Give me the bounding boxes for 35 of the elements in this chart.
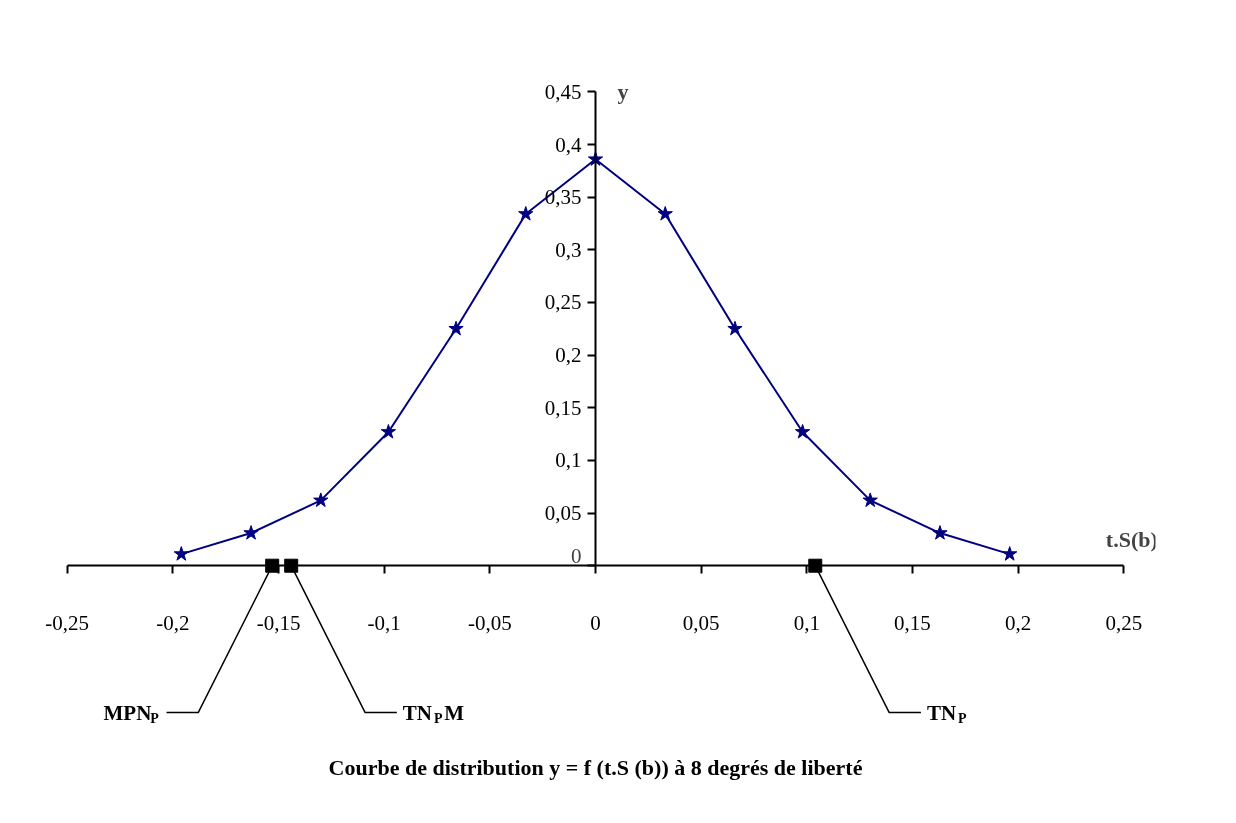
point: [448, 320, 464, 336]
point: [313, 492, 329, 507]
y-axis-title: y: [617, 79, 629, 105]
point: [794, 423, 811, 439]
point: [657, 206, 673, 221]
point: [727, 320, 743, 336]
y-tick-label: 0,2: [555, 343, 582, 368]
y-tick-label: 0,15: [544, 395, 582, 420]
point: [862, 492, 878, 507]
y-tick-label: 0,4: [555, 132, 582, 157]
point: [518, 206, 534, 221]
point: [173, 546, 189, 561]
text: Courbe de distribution y = f (t.S (b)) à 8 degrés de liberté: [328, 754, 863, 780]
x-tick-label: 0,25: [1105, 610, 1143, 635]
y-tick-label: 0,45: [544, 79, 582, 104]
y-tick-label: 0,25: [544, 290, 582, 315]
y-tick-label: 0,35: [544, 185, 582, 210]
point: [1002, 546, 1018, 561]
x-tick-label: 0,2: [1005, 610, 1032, 635]
point: [380, 423, 397, 439]
x-tick-label: 0,1: [793, 610, 820, 635]
y-tick-label: 0,05: [544, 501, 582, 526]
x-tick-label: -0,2: [156, 610, 190, 635]
x-tick-label: -0,05: [467, 610, 512, 635]
y-tick-label: 0,1: [555, 448, 582, 473]
point: [932, 525, 948, 540]
x-tick-label: -0,1: [367, 610, 401, 635]
y-tick-label: 0,3: [555, 237, 582, 262]
x-tick-label: 0,15: [894, 610, 931, 635]
y-tick-label: 0: [571, 543, 582, 568]
x-tick-label: -0,25: [45, 610, 90, 635]
x-tick-label: 0: [590, 610, 601, 635]
x-tick-label: 0,05: [682, 610, 720, 635]
point: [243, 525, 259, 540]
x-tick-label: -0,15: [256, 610, 301, 635]
